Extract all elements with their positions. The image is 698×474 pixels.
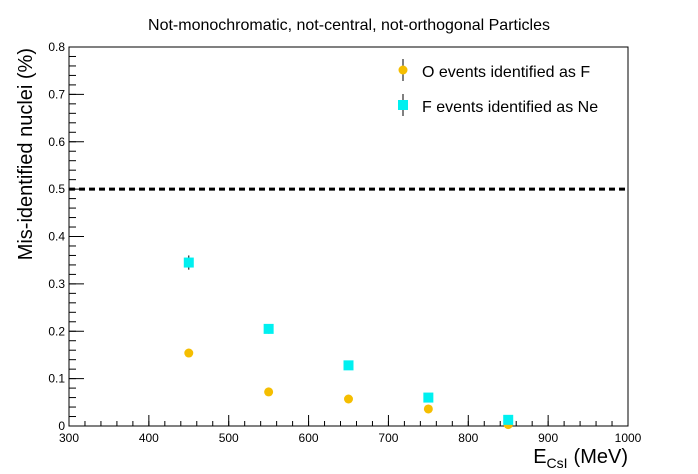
x-tick-label: 900 — [538, 431, 558, 445]
y-tick-label: 0.3 — [48, 277, 65, 291]
x-tick-label: 800 — [458, 431, 478, 445]
data-point-square — [183, 257, 194, 268]
y-tick-label: 0.2 — [48, 324, 65, 338]
data-point-square — [263, 323, 274, 334]
y-tick-label: 0 — [58, 419, 65, 433]
x-axis-label: ECsI (MeV) — [533, 446, 628, 471]
legend-label-1: O events identified as F — [422, 64, 590, 81]
data-point-square — [343, 360, 354, 371]
x-tick-label: 400 — [139, 431, 159, 445]
x-tick-label: 700 — [378, 431, 398, 445]
x-axis-label-unit: (MeV) — [574, 446, 628, 468]
y-tick-label: 0.8 — [48, 40, 65, 54]
data-point-square — [503, 414, 514, 425]
axis-ticks: 300 400 500 600 700 800 900 1000 0 0.1 0.2 0.3 0.4 0.… — [48, 40, 641, 445]
legend-marker-1 — [398, 65, 408, 75]
chart-title: Not-monochromatic, not-central, not-orth… — [148, 17, 550, 34]
legend-label-2: F events identified as Ne — [422, 99, 598, 116]
data-point-circle — [344, 394, 353, 404]
data-point-circle — [423, 404, 433, 414]
y-tick-label: 0.1 — [48, 372, 65, 386]
y-tick-label: 0.7 — [48, 87, 65, 101]
y-tick-label: 0.4 — [48, 230, 65, 244]
x-tick-label: 600 — [299, 431, 319, 445]
legend-marker-2 — [398, 100, 408, 110]
y-axis-label: Mis-identified nuclei (%) — [15, 48, 37, 260]
x-tick-label: 300 — [59, 431, 79, 445]
y-tick-label: 0.6 — [48, 135, 65, 149]
data-points — [183, 255, 514, 430]
y-tick-label: 0.5 — [48, 182, 65, 196]
data-point-circle — [264, 387, 274, 397]
x-axis-label-sub: CsI — [547, 455, 568, 471]
legend: O events identified as F F events identi… — [398, 59, 598, 116]
data-point-circle — [184, 348, 194, 358]
series-2 — [183, 255, 514, 425]
data-point-square — [423, 392, 434, 403]
x-axis-label-main: E — [533, 446, 546, 468]
x-tick-label: 500 — [219, 431, 239, 445]
x-tick-label: 1000 — [615, 431, 642, 445]
